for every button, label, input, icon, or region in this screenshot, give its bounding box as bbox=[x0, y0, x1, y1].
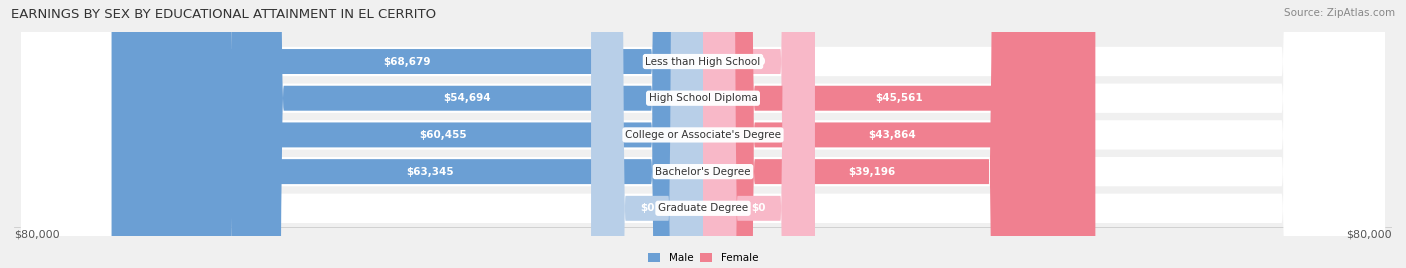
FancyBboxPatch shape bbox=[21, 0, 1385, 268]
Text: College or Associate's Degree: College or Associate's Degree bbox=[626, 130, 780, 140]
Text: $60,455: $60,455 bbox=[419, 130, 467, 140]
Text: Graduate Degree: Graduate Degree bbox=[658, 203, 748, 213]
FancyBboxPatch shape bbox=[21, 0, 1385, 268]
Text: $43,864: $43,864 bbox=[868, 130, 915, 140]
FancyBboxPatch shape bbox=[703, 0, 1095, 268]
FancyBboxPatch shape bbox=[21, 0, 1385, 268]
FancyBboxPatch shape bbox=[21, 0, 1385, 268]
Text: Source: ZipAtlas.com: Source: ZipAtlas.com bbox=[1284, 8, 1395, 18]
Text: High School Diploma: High School Diploma bbox=[648, 93, 758, 103]
Text: $39,196: $39,196 bbox=[848, 167, 896, 177]
Text: $80,000: $80,000 bbox=[1347, 230, 1392, 240]
FancyBboxPatch shape bbox=[703, 0, 1081, 268]
Text: EARNINGS BY SEX BY EDUCATIONAL ATTAINMENT IN EL CERRITO: EARNINGS BY SEX BY EDUCATIONAL ATTAINMEN… bbox=[11, 8, 436, 21]
FancyBboxPatch shape bbox=[21, 0, 1385, 268]
Text: $0: $0 bbox=[752, 57, 766, 66]
Text: $45,561: $45,561 bbox=[876, 93, 922, 103]
Text: $68,679: $68,679 bbox=[384, 57, 432, 66]
FancyBboxPatch shape bbox=[703, 0, 1040, 268]
Text: Less than High School: Less than High School bbox=[645, 57, 761, 66]
FancyBboxPatch shape bbox=[703, 0, 815, 268]
Text: Bachelor's Degree: Bachelor's Degree bbox=[655, 167, 751, 177]
Text: $54,694: $54,694 bbox=[444, 93, 491, 103]
Legend: Male, Female: Male, Female bbox=[644, 249, 762, 267]
Text: $0: $0 bbox=[640, 203, 654, 213]
Text: $80,000: $80,000 bbox=[14, 230, 59, 240]
FancyBboxPatch shape bbox=[591, 0, 703, 268]
Text: $63,345: $63,345 bbox=[406, 167, 454, 177]
FancyBboxPatch shape bbox=[183, 0, 703, 268]
FancyBboxPatch shape bbox=[232, 0, 703, 268]
Text: $0: $0 bbox=[752, 203, 766, 213]
FancyBboxPatch shape bbox=[111, 0, 703, 268]
FancyBboxPatch shape bbox=[703, 0, 815, 268]
FancyBboxPatch shape bbox=[157, 0, 703, 268]
